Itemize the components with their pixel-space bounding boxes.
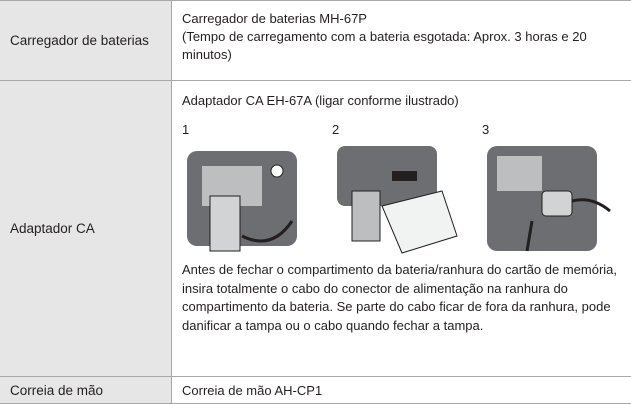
step-number: 1 — [182, 122, 190, 137]
row-label: Correia de mão — [0, 377, 172, 404]
step-number: 3 — [482, 122, 490, 137]
illustration — [487, 146, 611, 252]
illustration — [187, 151, 297, 252]
text: (Tempo de carregamento com a bateria esg… — [182, 29, 587, 62]
row-label: Adaptador CA — [0, 81, 172, 377]
paragraph: Antes de fechar o compartimento da bater… — [182, 262, 618, 334]
text: Carregador de baterias MH-67P — [182, 11, 367, 26]
row-content: Correia de mão AH-CP1 — [172, 377, 631, 404]
row-label: Carregador de baterias — [0, 0, 172, 81]
illustration — [337, 146, 458, 254]
step-number: 2 — [332, 122, 340, 137]
row-content: Carregador de baterias MH-67P (Tempo de … — [172, 0, 631, 81]
row-content: Adaptador CA EH-67A (ligar conforme ilus… — [172, 81, 631, 377]
text: Correia de mão AH-CP1 — [182, 383, 323, 398]
text: Adaptador CA EH-67A (ligar conforme ilus… — [182, 93, 459, 108]
